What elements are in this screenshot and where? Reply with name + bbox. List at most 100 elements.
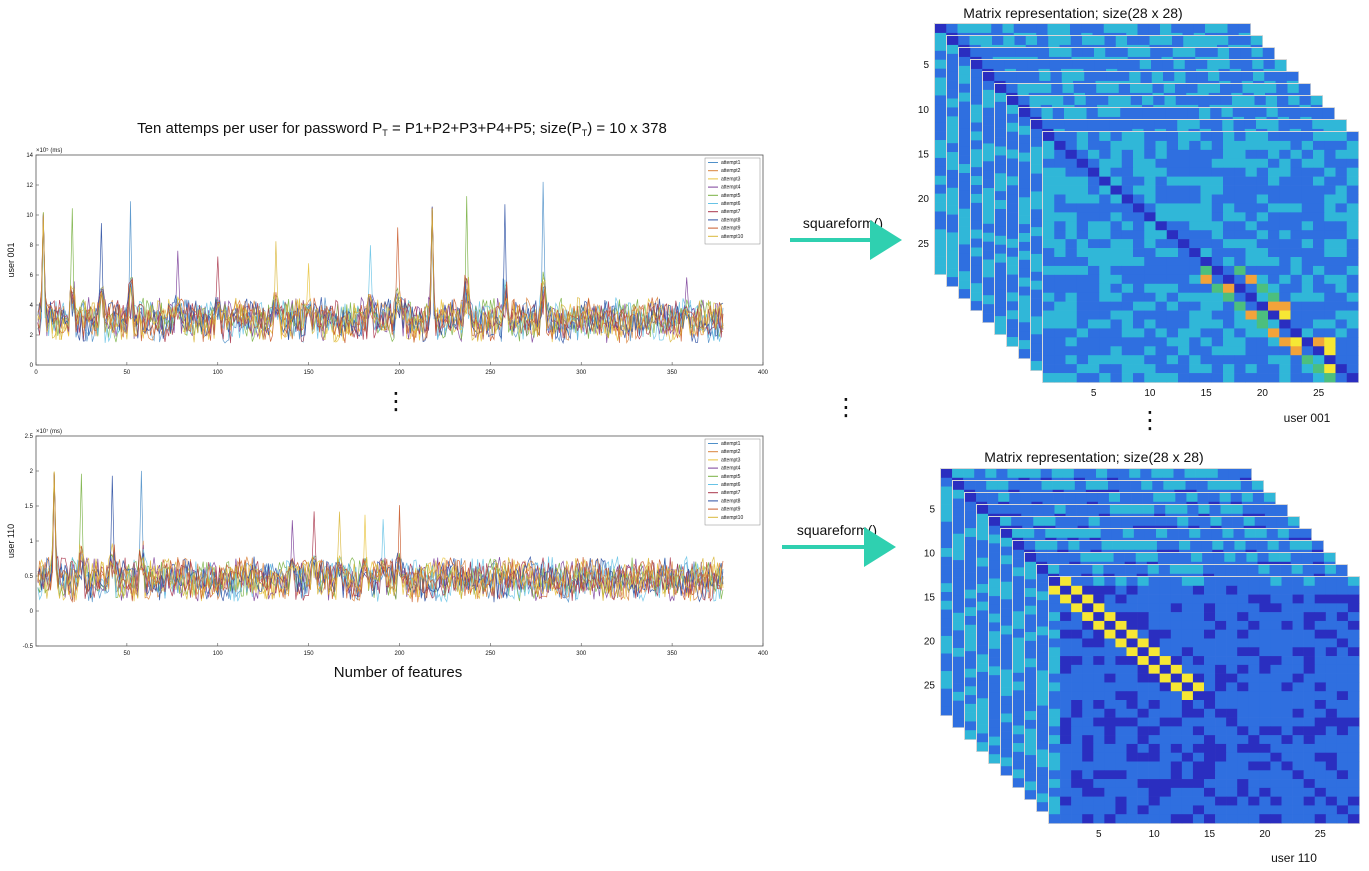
matrix-cell	[1207, 60, 1219, 70]
matrix-cell	[1116, 48, 1129, 58]
matrix-cell	[1286, 72, 1299, 82]
matrix-cell	[1250, 36, 1263, 46]
x-tick-label: 150	[304, 370, 315, 376]
matrix-cell	[995, 307, 1007, 317]
matrix-cell	[983, 259, 995, 269]
y-tick-label: 1	[30, 539, 34, 545]
matrix-cell	[1025, 24, 1037, 34]
matrix-cell	[1105, 48, 1117, 58]
matrix-cell	[983, 268, 995, 278]
matrix-cell	[971, 274, 983, 284]
matrix-cell	[971, 140, 983, 150]
matrix-cell	[995, 119, 1007, 129]
matrix-cell	[1163, 84, 1176, 94]
matrix-cell	[1049, 60, 1062, 70]
matrix-cell	[995, 101, 1007, 112]
series-line-attempt10	[37, 208, 724, 343]
matrix-cell	[947, 80, 959, 90]
matrix-cell	[947, 36, 959, 46]
matrix-cell	[1265, 84, 1277, 94]
matrix-cell	[1139, 48, 1151, 58]
matrix-cell	[1007, 131, 1019, 141]
matrix-cell	[947, 89, 959, 99]
squareform-arrow-top: squareform()	[790, 215, 902, 260]
matrix-cell	[935, 193, 947, 203]
legend-entry: attempt7	[721, 209, 741, 215]
matrix-cell	[971, 113, 983, 123]
matrix-cell	[1085, 84, 1097, 94]
matrix-cell	[1160, 24, 1172, 34]
x-axis-label: Number of features	[334, 664, 462, 681]
matrix-cell	[1016, 60, 1028, 70]
matrix-cell	[995, 164, 1007, 174]
matrix-cell	[959, 280, 971, 290]
matrix-cell	[1115, 36, 1128, 46]
matrix-cell	[1005, 72, 1018, 82]
matrix-cell	[1163, 72, 1175, 82]
matrix-cell	[1162, 60, 1174, 70]
matrix-cell	[1172, 48, 1185, 58]
matrix-cell	[1029, 96, 1042, 106]
matrix-cell	[971, 149, 983, 159]
matrix-cell	[1028, 72, 1040, 82]
matrix-cell	[935, 256, 947, 266]
matrix-cell	[1152, 84, 1165, 94]
matrix-cell	[995, 262, 1007, 272]
matrix-cell	[1194, 36, 1207, 46]
matrix-cell	[1103, 24, 1116, 34]
matrix-cell	[1137, 24, 1150, 34]
matrix-cell	[1061, 60, 1073, 70]
matrix-cell	[971, 68, 983, 79]
matrix-cell	[1070, 36, 1083, 46]
matrix-cell	[947, 196, 959, 206]
matrix-cell	[1016, 72, 1029, 82]
matrix-cell	[1209, 96, 1222, 106]
matrix-cell	[971, 229, 983, 239]
matrix-cell	[971, 176, 983, 186]
matrix-cell	[1002, 24, 1015, 34]
y-tick-label: 0.5	[25, 574, 34, 580]
matrix-cell	[1050, 72, 1063, 82]
matrix-cell	[1263, 60, 1276, 70]
matrix-cell	[1059, 36, 1072, 46]
y-tick-label: 0	[30, 609, 34, 615]
matrix-cell	[968, 24, 981, 34]
matrix-cell	[1106, 72, 1119, 82]
matrix-cell	[935, 229, 947, 239]
legend-entry: attempt8	[721, 498, 741, 504]
matrix-cell	[1115, 24, 1127, 34]
matrix-cell	[947, 62, 959, 73]
x-tick-label: 200	[394, 370, 405, 376]
matrix-cell	[995, 271, 1007, 281]
legend-entry: attempt3	[721, 176, 741, 182]
matrix-cell	[983, 170, 995, 180]
matrix-cell	[1232, 96, 1244, 106]
matrix-cell	[1097, 96, 1109, 106]
matrix-cell	[1229, 60, 1242, 70]
matrix-cell	[1151, 60, 1163, 70]
matrix-cell	[1106, 60, 1118, 70]
matrix-cell	[970, 48, 982, 58]
matrix-cell	[1142, 96, 1154, 106]
matrix-cell	[1038, 60, 1051, 70]
matrix-cell	[1017, 84, 1030, 94]
matrix-cell	[1018, 96, 1030, 106]
matrix-cell	[1028, 84, 1041, 94]
matrix-cell	[994, 72, 1006, 82]
y-tick-label: 2	[30, 469, 34, 475]
x-tick-label: 100	[213, 651, 224, 657]
matrix-cell	[1070, 24, 1082, 34]
matrix-cell	[1185, 72, 1198, 82]
matrix-cell	[1288, 96, 1300, 106]
x-tick-label: 100	[213, 370, 224, 376]
matrix-cell	[947, 241, 959, 251]
matrix-cell	[1104, 36, 1117, 46]
x-tick-label: 400	[758, 370, 769, 376]
matrix-cell	[995, 137, 1007, 147]
matrix-cell	[935, 41, 947, 52]
matrix-cell	[947, 178, 959, 189]
matrix-cell	[947, 44, 959, 55]
matrix-cell	[947, 125, 959, 135]
legend-entry: attempt1	[721, 441, 741, 447]
matrix-cell	[935, 157, 947, 168]
